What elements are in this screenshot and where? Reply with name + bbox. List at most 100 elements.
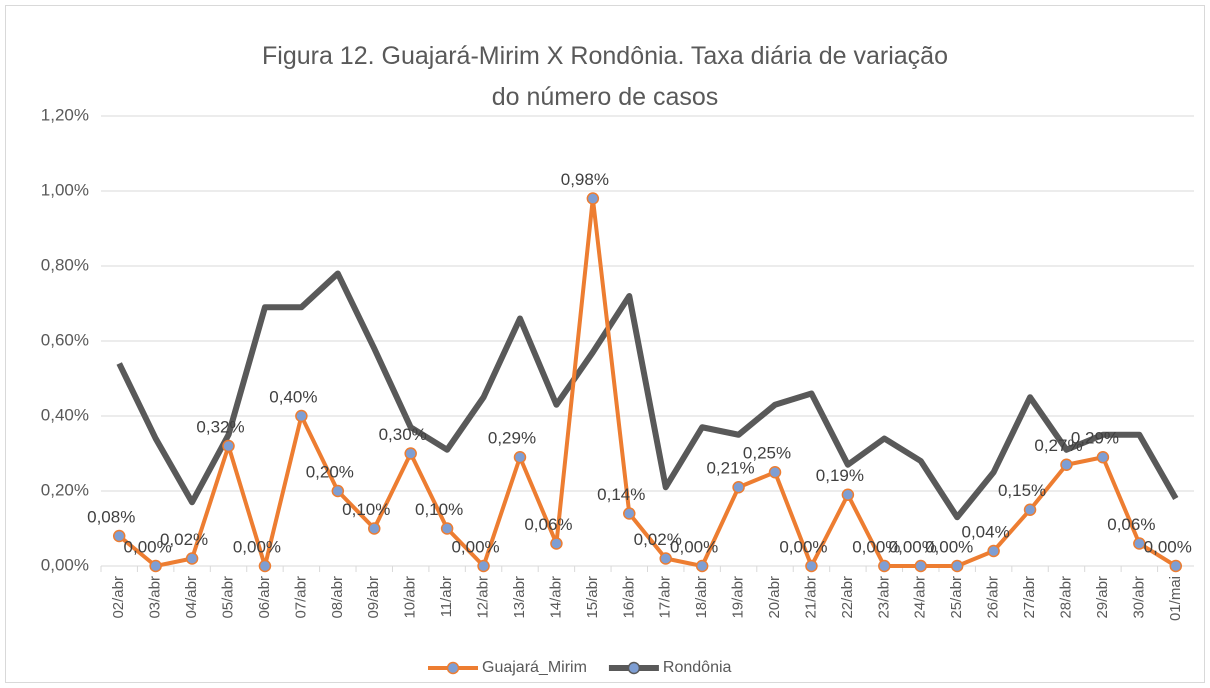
point — [112, 529, 126, 543]
legend-marker — [446, 661, 460, 675]
x-tick-label: 12/abr — [475, 576, 492, 619]
point — [987, 544, 1000, 558]
point — [950, 559, 964, 573]
x-tick-label: 27/abr — [1021, 576, 1038, 619]
x-tick-label: 03/abr — [147, 576, 164, 619]
point — [440, 522, 454, 535]
x-tick-label: 18/abr — [693, 576, 710, 619]
legend-label: Rondônia — [663, 659, 732, 676]
data-label: 0,06% — [524, 515, 572, 534]
x-tick-label: 16/abr — [620, 576, 637, 619]
data-label: 0,19% — [816, 466, 864, 485]
y-tick-label: 1,00% — [41, 180, 89, 199]
point — [477, 559, 490, 573]
point — [732, 481, 745, 494]
x-tick-label: 01/mai — [1167, 576, 1184, 621]
data-label: 0,00% — [670, 537, 718, 556]
x-tick-label: 10/abr — [402, 576, 419, 619]
point — [149, 559, 162, 573]
data-label: 0,14% — [597, 485, 645, 504]
y-tick-label: 0,20% — [41, 480, 89, 499]
x-tick-label: 11/abr — [438, 576, 455, 617]
x-tick-label: 23/abr — [875, 576, 892, 619]
data-label: 0,00% — [852, 537, 900, 556]
point — [185, 552, 199, 565]
y-tick-label: 0,60% — [41, 330, 89, 349]
x-tick-label: 25/abr — [948, 576, 965, 619]
data-label: 0,00% — [779, 537, 827, 556]
x-tick-label: 04/abr — [183, 576, 200, 619]
point — [768, 466, 782, 479]
series-line — [117, 196, 1177, 568]
data-label: 0,06% — [1107, 515, 1155, 534]
point — [841, 488, 855, 501]
data-label: 0,25% — [743, 444, 791, 463]
legend-label: Guajará_Mirim — [482, 659, 587, 676]
data-label: 0,15% — [998, 481, 1046, 500]
data-label: 0,29% — [488, 429, 536, 448]
x-tick-label: 30/abr — [1130, 576, 1147, 619]
data-label: 0,32% — [196, 417, 244, 436]
x-tick-label: 22/abr — [839, 576, 856, 619]
point — [1060, 458, 1073, 471]
data-label: 0,27% — [1034, 436, 1082, 455]
point — [1133, 537, 1146, 550]
data-label: 0,02% — [634, 530, 682, 549]
y-tick-label: 0,80% — [41, 255, 89, 274]
data-label: 0,10% — [415, 500, 463, 519]
point — [805, 559, 818, 573]
x-tick-label: 09/abr — [365, 576, 382, 619]
data-label: 0,00% — [451, 537, 499, 556]
point — [1169, 559, 1183, 573]
point — [659, 552, 672, 565]
legend-marker — [627, 661, 641, 675]
point — [623, 507, 636, 520]
y-tick-label: 1,20% — [41, 105, 89, 124]
data-label: 0,00% — [889, 537, 937, 556]
point — [550, 537, 563, 550]
data-label: 0,20% — [306, 462, 354, 481]
y-tick-label: 0,40% — [41, 405, 89, 424]
data-label: 0,30% — [379, 425, 427, 444]
data-label: 0,00% — [925, 537, 973, 556]
point — [878, 559, 891, 573]
point — [513, 451, 527, 464]
x-tick-label: 20/abr — [766, 576, 783, 619]
point — [695, 559, 709, 573]
x-tick-label: 15/abr — [584, 576, 601, 619]
point — [1023, 503, 1037, 516]
series-line — [116, 270, 1179, 521]
x-tick-label: 24/abr — [912, 576, 929, 619]
data-label: 0,10% — [342, 500, 390, 519]
data-label: 0,00% — [1144, 537, 1192, 556]
point — [368, 522, 381, 535]
data-label: 0,04% — [962, 522, 1010, 541]
chart-title: Figura 12. Guajará-Mirim X Rondônia. Tax… — [262, 42, 948, 111]
point — [586, 192, 600, 205]
x-tick-label: 05/abr — [219, 576, 236, 619]
point — [914, 559, 927, 573]
point — [331, 484, 345, 498]
x-tick-label: 26/abr — [985, 576, 1002, 619]
data-label: 0,21% — [706, 459, 754, 478]
x-tick-label: 29/abr — [1094, 576, 1111, 619]
point — [295, 409, 308, 423]
data-label: 0,08% — [87, 507, 135, 526]
x-tick-label: 13/abr — [511, 576, 528, 619]
x-tick-label: 08/abr — [329, 576, 346, 619]
point — [222, 439, 235, 453]
data-label: 0,40% — [269, 387, 317, 406]
data-label: 0,98% — [561, 170, 609, 189]
point — [1096, 451, 1110, 464]
data-label: 0,02% — [160, 530, 208, 549]
chart-frame — [5, 5, 1205, 683]
x-tick-label: 19/abr — [730, 576, 747, 619]
data-label: 0,29% — [1071, 429, 1119, 448]
x-tick-label: 21/abr — [802, 576, 819, 619]
x-tick-label: 06/abr — [256, 576, 273, 619]
point — [258, 559, 272, 573]
x-tick-label: 17/abr — [657, 576, 674, 619]
data-label: 0,00% — [124, 537, 172, 556]
